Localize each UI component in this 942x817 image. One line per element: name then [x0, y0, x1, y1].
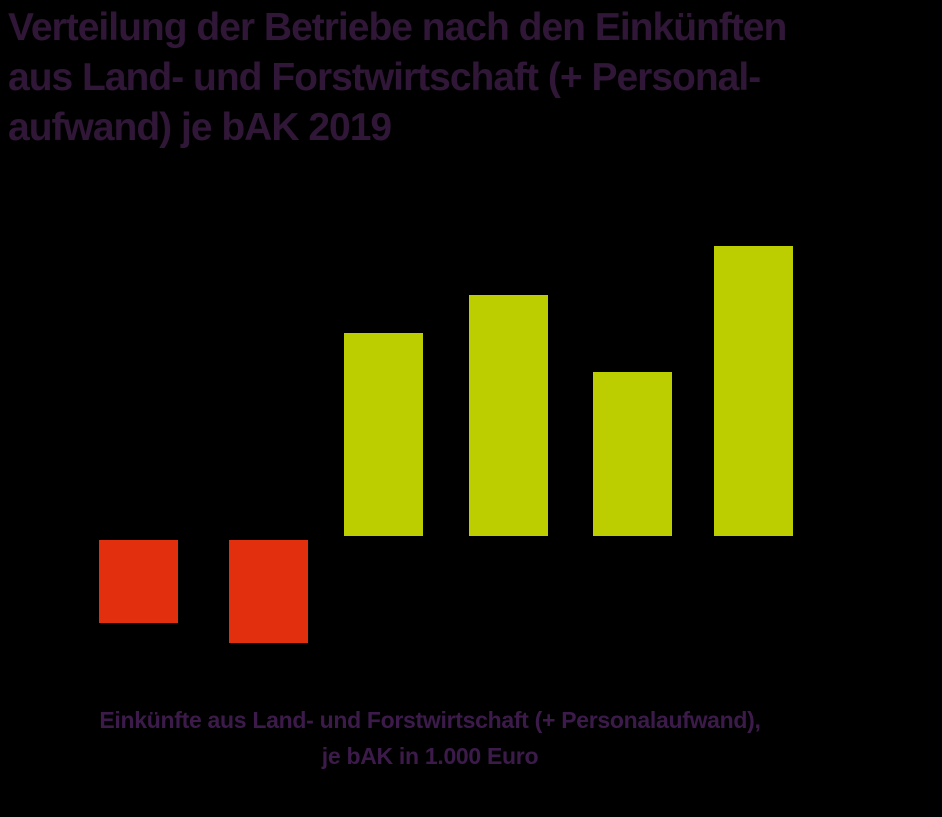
bar-positive-4: [469, 295, 548, 536]
x-axis-caption-line-1: Einkünfte aus Land- und Forstwirtschaft …: [99, 707, 761, 733]
x-axis-caption: Einkünfte aus Land- und Forstwirtschaft …: [0, 702, 860, 774]
bar-positive-3: [344, 333, 423, 536]
bar-positive-5: [593, 372, 672, 536]
chart-title-line-2: aus Land- und Forstwirtschaft (+ Persona…: [8, 56, 761, 99]
bar-positive-6: [714, 246, 793, 536]
bar-negative-1: [99, 540, 178, 623]
bar-negative-2: [229, 540, 308, 643]
chart-title-line-3: aufwand) je bAK 2019: [8, 106, 392, 149]
chart-title: Verteilung der Betriebe nach den Einkünf…: [8, 3, 938, 153]
x-axis-caption-line-2: je bAK in 1.000 Euro: [321, 743, 539, 769]
chart-title-line-1: Verteilung der Betriebe nach den Einkünf…: [8, 6, 787, 49]
